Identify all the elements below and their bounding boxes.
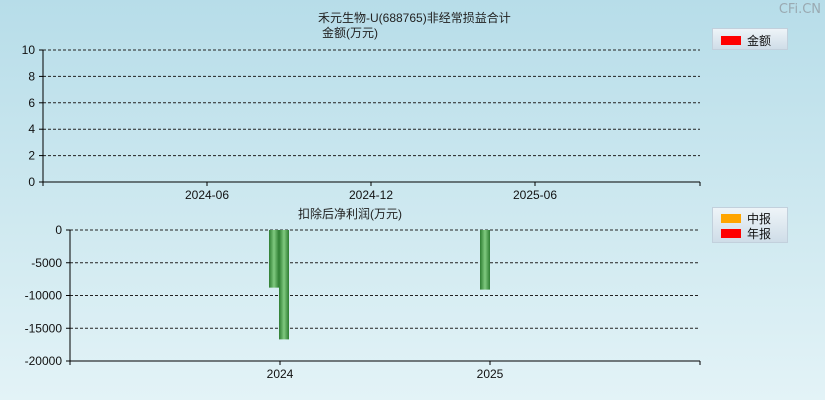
bottom-x-tick-label: 2025 <box>477 367 504 381</box>
top-y-tick-label: 6 <box>28 96 35 110</box>
top-y-tick-label: 0 <box>28 175 35 189</box>
legend-label-interim: 中报 <box>747 211 772 226</box>
bottom-y-tick-label: -20000 <box>25 354 63 368</box>
legend-swatch-amount <box>721 35 741 45</box>
legend-label-amount: 金额 <box>747 33 772 48</box>
top-y-tick-label: 10 <box>22 43 36 57</box>
top-y-tick-label: 4 <box>28 122 35 136</box>
legend-item-amount: 金额 <box>721 33 772 48</box>
bar-interim-2025-06 <box>480 230 490 290</box>
bottom-x-tick-label: 2024 <box>267 367 294 381</box>
bottom-chart-title: 扣除后净利润(万元) <box>298 207 402 221</box>
top-x-tick-label: 2025-06 <box>513 188 557 202</box>
top-legend: 金额 <box>712 28 788 50</box>
top-y-tick-label: 8 <box>28 69 35 83</box>
legend-item-interim: 中报 <box>721 211 772 226</box>
legend-item-annual: 年报 <box>721 226 772 241</box>
bar-annual-2024-12 <box>279 230 289 340</box>
bottom-y-tick-label: -5000 <box>31 256 62 270</box>
watermark-logo: CFi.CN <box>778 2 821 17</box>
top-chart-title: 禾元生物-U(688765)非经常损益合计 <box>318 11 511 25</box>
top-chart-subtitle: 金额(万元) <box>322 26 378 40</box>
bottom-y-tick-label: -10000 <box>25 289 63 303</box>
top-y-tick-label: 2 <box>28 149 35 163</box>
bottom-y-tick-label: 0 <box>55 223 62 237</box>
top-x-tick-label: 2024-12 <box>349 188 393 202</box>
legend-swatch-annual <box>721 228 741 238</box>
top-x-tick-label: 2024-06 <box>185 188 229 202</box>
legend-label-annual: 年报 <box>747 226 772 241</box>
bottom-legend: 中报 年报 <box>712 207 788 243</box>
legend-swatch-interim <box>721 213 741 223</box>
bar-interim-2024-06 <box>269 230 279 288</box>
bottom-y-tick-label: -15000 <box>25 321 63 335</box>
